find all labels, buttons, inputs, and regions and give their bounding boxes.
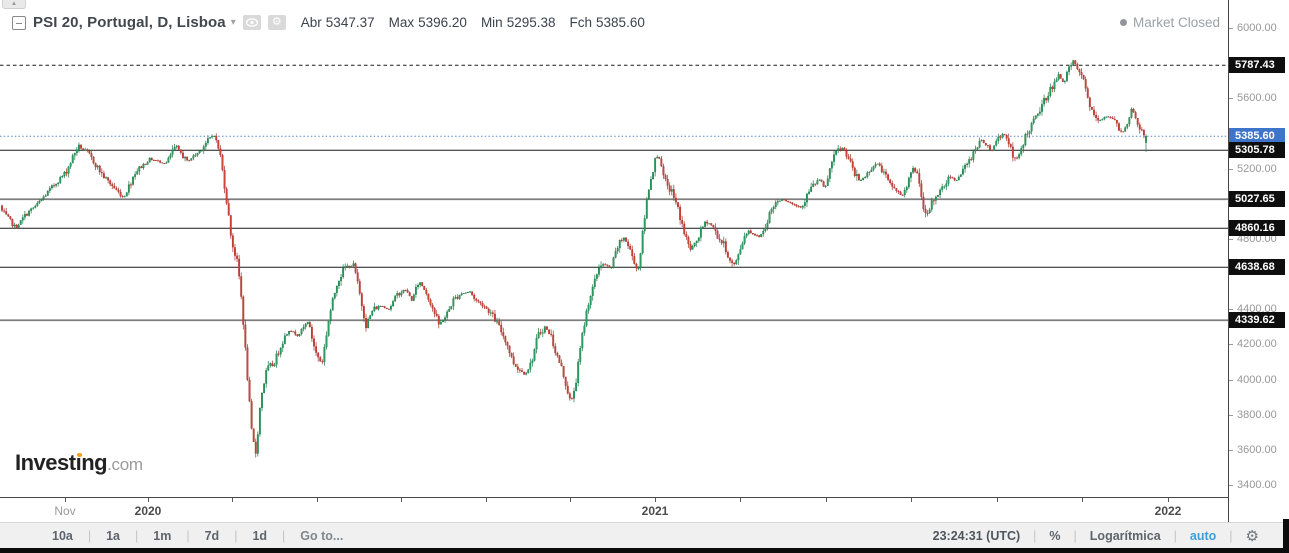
toolbar-gear-icon[interactable]: ⚙ [1245,527,1259,545]
price-tick-mark [1229,168,1233,170]
divider: | [87,528,92,543]
ohlc-close: Fch 5385.60 [569,15,645,30]
time-tick-mark [570,498,571,502]
time-tick-mark [232,498,233,502]
price-tick-label: 3800.00 [1237,408,1277,421]
price-tick-label: 3600.00 [1237,443,1277,456]
percent-scale-button[interactable]: % [1049,528,1061,543]
market-status: Market Closed [1119,15,1220,30]
collapse-panel-tab[interactable]: ▴ [2,0,26,9]
price-tick-mark [1229,414,1233,416]
status-dot-icon [1119,19,1127,26]
price-tick-label: 4000.00 [1237,373,1277,386]
price-level-badge: 5787.43 [1229,57,1285,74]
bottom-edge-bar [0,548,1289,553]
time-tick-mark [1082,498,1083,502]
bottom-toolbar: 10a | 1a | 1m | 7d | 1d | Go to... 23:24… [0,522,1289,548]
divider: | [234,528,238,543]
divider: | [282,528,286,543]
divider: | [135,528,139,543]
corner-edge-bar [1283,519,1289,553]
ohlc-open: Abr 5347.37 [300,15,375,30]
chart-settings-button[interactable]: ⚙ [267,15,286,30]
time-tick-mark [401,498,402,502]
price-tick-mark [1229,238,1233,240]
price-tick-mark [1229,485,1233,486]
price-tick-mark [1229,344,1233,346]
time-axis-label: 2020 [134,504,162,518]
symbol-title[interactable]: PSI 20, Portugal, D, Lisboa [33,14,226,31]
range-10y-button[interactable]: 10a [52,528,73,543]
time-axis-label: 2022 [1154,504,1182,518]
divider: | [1229,528,1233,543]
price-tick-mark [1229,309,1233,311]
price-tick-mark [1229,449,1233,451]
scale-controls: 23:24:31 (UTC) | % | Logarítmica | auto … [933,527,1259,545]
divider: | [1073,528,1077,543]
ohlc-low: Min 5295.38 [480,15,556,30]
visibility-button[interactable] [242,15,261,30]
price-axis[interactable]: 6000.00 5600.00 5200.00 4800.00 4400.00 4200.… [1228,0,1289,522]
investing-logo: Investıng.com [15,450,143,475]
divider: | [186,528,190,543]
divider: | [1173,528,1177,543]
divider: | [1033,528,1037,543]
chart-header: PSI 20, Portugal, D, Lisboa ▾ ⚙ Abr 5347.… [12,14,645,31]
market-status-label: Market Closed [1132,15,1220,30]
price-tick-mark [1229,98,1233,100]
range-1d-button[interactable]: 1d [252,528,268,543]
log-scale-button[interactable]: Logarítmica [1089,528,1161,543]
candlestick-chart[interactable] [0,0,1228,497]
current-price-badge: 5385.60 [1229,127,1285,144]
range-7d-button[interactable]: 7d [204,528,220,543]
price-tick-label: 4200.00 [1237,338,1277,351]
price-tick-mark [1229,28,1233,29]
time-tick-mark [740,498,741,502]
time-tick-mark [486,498,487,502]
price-level-badge: 4860.16 [1229,220,1285,237]
price-tick-label: 6000.00 [1237,22,1277,34]
price-level-badge: 4638.68 [1229,259,1285,276]
eye-icon [245,18,258,27]
utc-clock: 23:24:31 (UTC) [932,528,1021,543]
price-tick-mark [1229,379,1233,381]
gear-icon: ⚙ [271,16,282,28]
time-tick-mark [148,498,149,502]
time-tick-mark [997,498,998,502]
time-tick-mark [317,498,318,502]
price-tick-label: 5200.00 [1237,162,1277,175]
price-level-badge: 5027.65 [1229,190,1285,207]
range-1y-button[interactable]: 1a [106,528,121,543]
collapse-symbol-icon[interactable] [12,15,26,30]
time-tick-mark [911,498,912,502]
time-axis[interactable]: Nov 2020 2021 2022 [0,497,1228,522]
chevron-down-icon[interactable]: ▾ [230,17,236,28]
time-tick-mark [826,498,827,502]
price-level-badge: 4339.62 [1229,311,1285,328]
price-tick-label: 5600.00 [1237,92,1277,105]
time-axis-label: 2021 [641,504,669,518]
range-1m-button[interactable]: 1m [153,528,172,543]
time-tick-mark [655,498,656,502]
ohlc-high: Max 5396.20 [388,15,467,30]
time-axis-label: Nov [54,504,76,518]
range-buttons: 10a | 1a | 1m | 7d | 1d | Go to... [52,529,343,543]
goto-date-button[interactable]: Go to... [300,528,344,543]
price-tick-label: 3400.00 [1237,479,1277,491]
logo-orange-dot: ı [75,450,82,475]
time-tick-mark [1168,498,1169,502]
price-level-badge: 5305.78 [1229,142,1285,159]
chart-plot-area: ▴ PSI 20, Portugal, D, Lisboa ▾ ⚙ Abr 534… [0,0,1228,497]
ohlc-readout: Abr 5347.37 Max 5396.20 Min 5295.38 Fch 5385… [301,15,645,30]
auto-scale-button[interactable]: auto [1189,528,1217,543]
time-tick-mark [65,498,66,502]
